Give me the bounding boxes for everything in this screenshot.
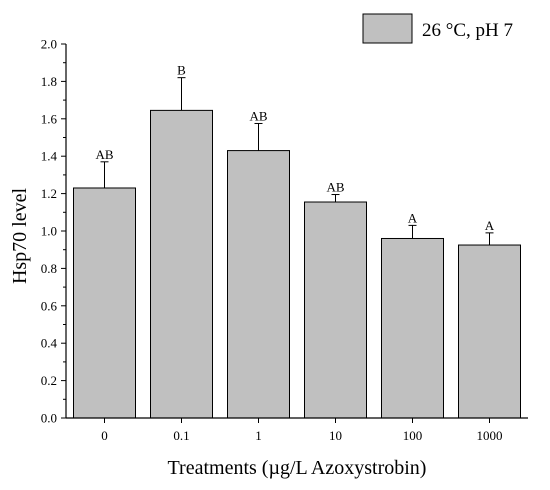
bar: [381, 237, 444, 419]
bar-annotation: AB: [249, 108, 267, 123]
y-axis-title: Hsp70 level: [9, 188, 31, 285]
y-tick-label: 1.0: [41, 224, 57, 239]
error-bars-layer: [100, 77, 494, 246]
bar: [73, 187, 136, 419]
y-tick-label: 0.0: [41, 411, 57, 426]
y-tick-label: 1.6: [41, 111, 58, 126]
x-ticks-layer: 0 0.1 1 10 100 1000: [101, 418, 503, 443]
y-tick-label: 2.0: [41, 37, 57, 52]
x-tick-label: 1000: [477, 428, 503, 443]
y-tick-label: 1.2: [41, 186, 57, 201]
y-tick-label: 0.4: [41, 336, 58, 351]
bar-annotation: B: [177, 63, 186, 78]
bar-annotation: AB: [326, 180, 344, 195]
bar: [150, 109, 213, 419]
y-tick-label: 1.4: [41, 149, 58, 164]
bar: [458, 244, 521, 419]
bars-layer: [73, 109, 521, 419]
y-tick-label: 0.2: [41, 373, 57, 388]
legend-swatch: [362, 13, 413, 44]
bar-annotation: AB: [95, 147, 113, 162]
y-ticks-layer: 0.0 0.2 0.4 0.6 0.8 1.0 1.2 1.4 1.6 1.8 2.0: [41, 37, 66, 426]
bar-annotation: A: [408, 210, 418, 225]
x-tick-label: 0: [101, 428, 108, 443]
bar-annotations-layer: AB B AB AB A A: [95, 63, 494, 233]
x-tick-label: 1: [255, 428, 262, 443]
bar: [227, 150, 290, 419]
bar-annotation: A: [485, 218, 495, 233]
x-tick-label: 100: [403, 428, 423, 443]
y-tick-label: 0.6: [41, 298, 58, 313]
y-tick-label: 0.8: [41, 261, 57, 276]
x-tick-label: 10: [329, 428, 342, 443]
legend: 26 °C, pH 7: [362, 13, 513, 44]
y-tick-label: 1.8: [41, 74, 57, 89]
legend-label: 26 °C, pH 7: [422, 20, 513, 41]
x-tick-label: 0.1: [173, 428, 189, 443]
x-axis-title: Treatments (µg/L Azoxystrobin): [168, 457, 427, 479]
bar: [304, 201, 367, 419]
